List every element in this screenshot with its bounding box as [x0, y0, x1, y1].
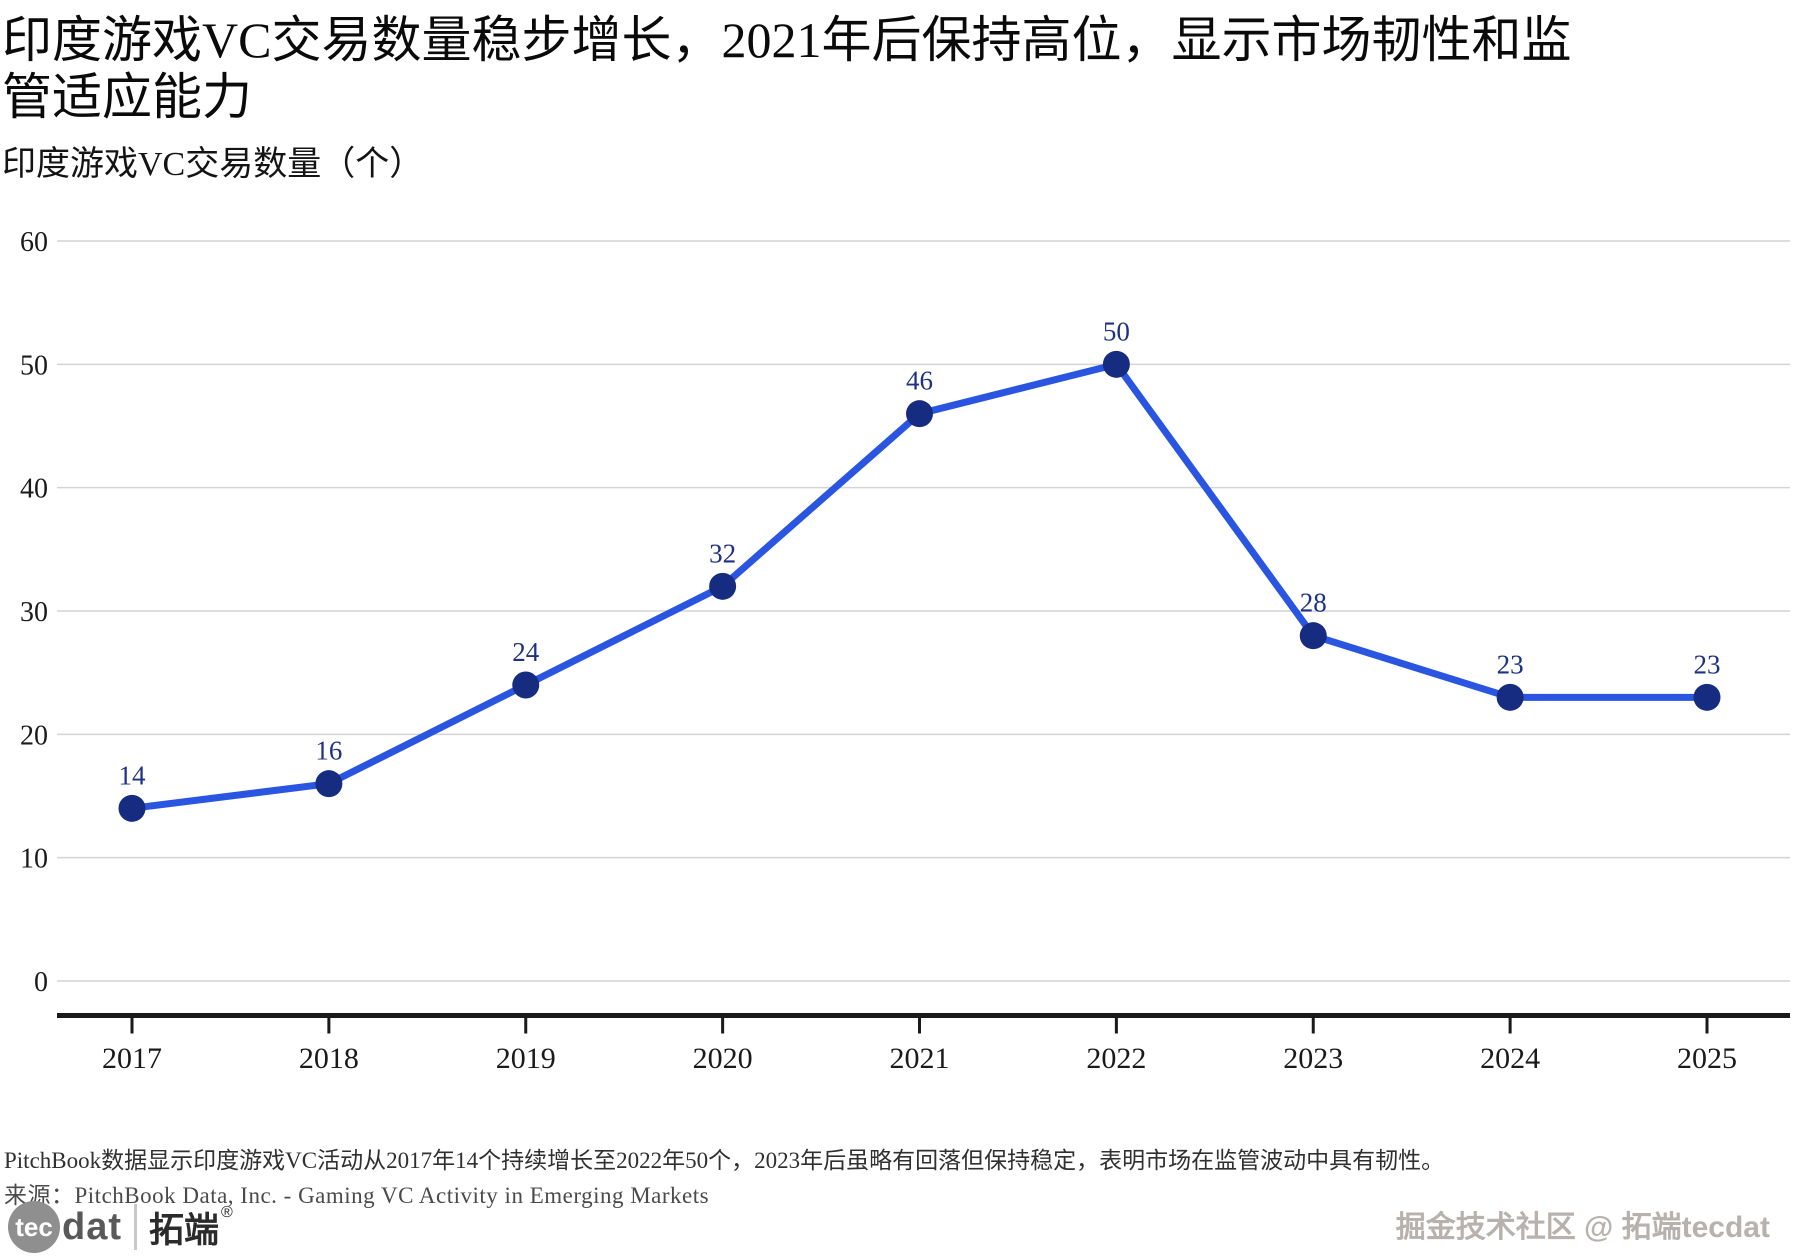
data-point: [709, 572, 737, 600]
data-point: [1496, 683, 1524, 711]
data-point: [315, 770, 343, 798]
data-label: 14: [119, 760, 147, 790]
registered-mark: ®: [221, 1204, 233, 1221]
data-label: 23: [1694, 649, 1721, 679]
x-tick-label: 2023: [1283, 1042, 1343, 1070]
series-line: [128, 360, 1711, 812]
source-line: 来源：PitchBook Data, Inc. - Gaming VC Acti…: [4, 1183, 710, 1208]
x-tick-label: 2019: [496, 1042, 556, 1070]
tecdat-logo-circle: tec: [8, 1201, 60, 1253]
tecdat-logo-rest-text: dat: [62, 1205, 122, 1248]
data-point: [906, 400, 933, 428]
x-tick-label: 2024: [1480, 1042, 1540, 1070]
x-tick-label: 2017: [102, 1042, 162, 1070]
data-point: [1102, 350, 1130, 378]
data-label: 23: [1497, 649, 1524, 679]
y-tick-label: 30: [20, 597, 48, 628]
chart-title: 印度游戏VC交易数量稳步增长，2021年后保持高位，显示市场韧性和监管适应能力: [2, 12, 1572, 125]
tecdat-logo: tec dat 拓端 ®: [8, 1200, 233, 1254]
data-point: [118, 794, 146, 822]
data-point: [1693, 683, 1721, 711]
x-tick-label: 2022: [1086, 1042, 1146, 1070]
y-tick-label: 40: [20, 474, 48, 505]
y-tick-label: 0: [34, 967, 48, 998]
logo-divider: [134, 1204, 137, 1250]
tecdat-brand-chinese: 拓端: [149, 1210, 220, 1250]
y-tick-label: 10: [20, 844, 48, 875]
data-label: 46: [906, 366, 933, 396]
data-label: 32: [709, 538, 736, 568]
data-point: [1299, 622, 1327, 650]
y-tick-label: 50: [20, 350, 48, 381]
x-tick-label: 2025: [1677, 1042, 1737, 1070]
y-tick-label: 60: [20, 227, 48, 258]
tecdat-logo-circle-text: tec: [15, 1211, 53, 1242]
y-tick-label: 20: [20, 720, 48, 751]
data-label: 16: [315, 736, 342, 766]
line-chart-svg: 0 10 20 30 40 50 60 2017 2018 2019 2020 2021 2022 202…: [20, 227, 1790, 1075]
x-tick-label: 2018: [299, 1042, 359, 1070]
chart-subtitle: 印度游戏VC交易数量（个）: [2, 146, 424, 183]
data-label: 28: [1300, 588, 1327, 618]
line-chart: 0 10 20 30 40 50 60 2017 2018 2019 2020 2021 2022 202…: [0, 190, 1800, 1075]
data-point: [512, 671, 540, 699]
community-watermark: 掘金技术社区 @ 拓端tecdat: [1395, 1211, 1770, 1244]
chart-footnote: PitchBook数据显示印度游戏VC活动从2017年14个持续增长至2022年…: [4, 1148, 1445, 1173]
data-label: 24: [512, 637, 540, 667]
x-tick-label: 2020: [693, 1042, 753, 1070]
x-tick-label: 2021: [890, 1042, 950, 1070]
data-label: 50: [1103, 316, 1130, 346]
